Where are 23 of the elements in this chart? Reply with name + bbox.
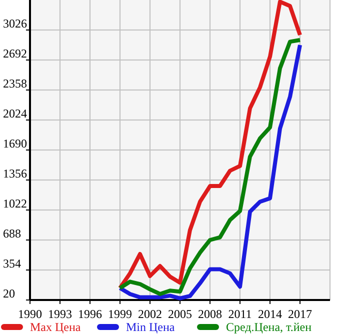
y-tick-label: 1356	[3, 166, 27, 181]
x-tick-label: 1999	[108, 306, 132, 321]
y-tick-label: 1022	[3, 196, 27, 211]
x-tick-label: 1996	[78, 306, 102, 321]
x-tick-label: 2002	[138, 306, 162, 321]
x-tick-label: 2014	[258, 306, 282, 321]
legend-label: Min Цена	[126, 320, 176, 334]
y-tick-label: 354	[3, 256, 21, 271]
x-tick-label: 1993	[48, 306, 72, 321]
x-tick-label: 2005	[168, 306, 192, 321]
x-tick-label: 1990	[18, 306, 42, 321]
x-tick-label: 2017	[288, 306, 312, 321]
y-tick-label: 2024	[3, 106, 27, 121]
legend-label: Сред.Цена, т.йен	[226, 320, 312, 334]
legend-label: Max Цена	[30, 320, 82, 334]
y-tick-label: 20	[3, 286, 15, 301]
y-tick-label: 3026	[3, 16, 27, 31]
y-tick-label: 1690	[3, 136, 27, 151]
y-tick-label: 2358	[3, 76, 27, 91]
y-tick-label: 688	[3, 226, 21, 241]
x-tick-label: 2008	[198, 306, 222, 321]
y-tick-label: 2692	[3, 46, 27, 61]
x-tick-label: 2011	[228, 306, 252, 321]
